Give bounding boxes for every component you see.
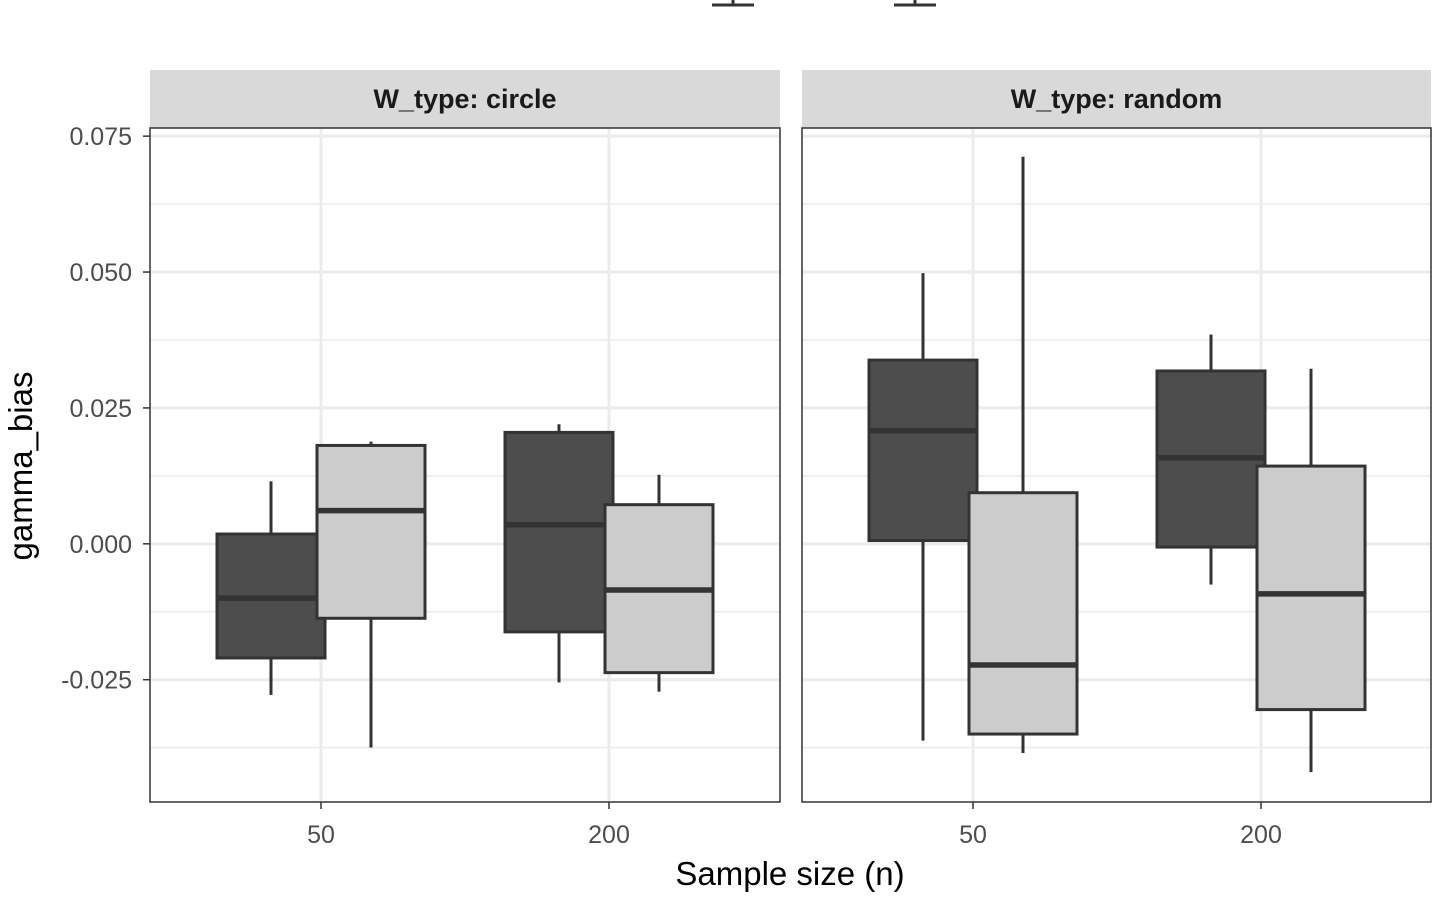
box-light-n200: [1255, 368, 1367, 773]
x-tick-label: 50: [959, 821, 987, 849]
facet-strip-label: W_type: circle: [373, 84, 556, 114]
x-tick-label: 200: [1240, 821, 1282, 849]
facet-strip: [150, 70, 780, 128]
legend-partial: [712, 0, 936, 7]
panels: W_type: circle W_type: random: [149, 70, 1432, 803]
box-iqr: [867, 358, 979, 543]
box-iqr: [967, 491, 1079, 736]
facet-strip-label: W_type: random: [1011, 84, 1223, 114]
box-iqr: [315, 443, 427, 620]
y-tick-label: -0.025: [61, 667, 132, 695]
box-light-n50: [315, 441, 427, 748]
facet-panel-1: W_type: circle: [149, 70, 781, 803]
x-axis-title: Sample size (n): [675, 855, 904, 892]
box-dark-n50: [867, 273, 979, 741]
x-tick-label: 200: [588, 821, 630, 849]
box-iqr: [1255, 464, 1367, 712]
y-tick-label: 0.075: [69, 123, 132, 151]
y-tick-label: 0.000: [69, 531, 132, 559]
box-light-n50: [967, 156, 1079, 754]
y-axis-title: gamma_bias: [2, 372, 39, 561]
x-tick-label: 50: [307, 821, 335, 849]
panel-background: [150, 128, 780, 802]
panel-border: [149, 127, 781, 803]
box-iqr: [503, 430, 615, 634]
facet-panel-2: W_type: random: [801, 70, 1432, 803]
box-light-n200: [603, 474, 715, 692]
facet-strip: [802, 70, 1431, 128]
panel-border: [801, 127, 1432, 803]
box-dark-n200: [503, 424, 615, 683]
y-axis: -0.025 0.000 0.025 0.050 0.075: [61, 123, 150, 695]
x-axis: 50 200 50 200: [307, 802, 1282, 849]
box-dark-n200: [1155, 334, 1267, 585]
y-tick-label: 0.025: [69, 395, 132, 423]
y-tick-label: 0.050: [69, 259, 132, 287]
